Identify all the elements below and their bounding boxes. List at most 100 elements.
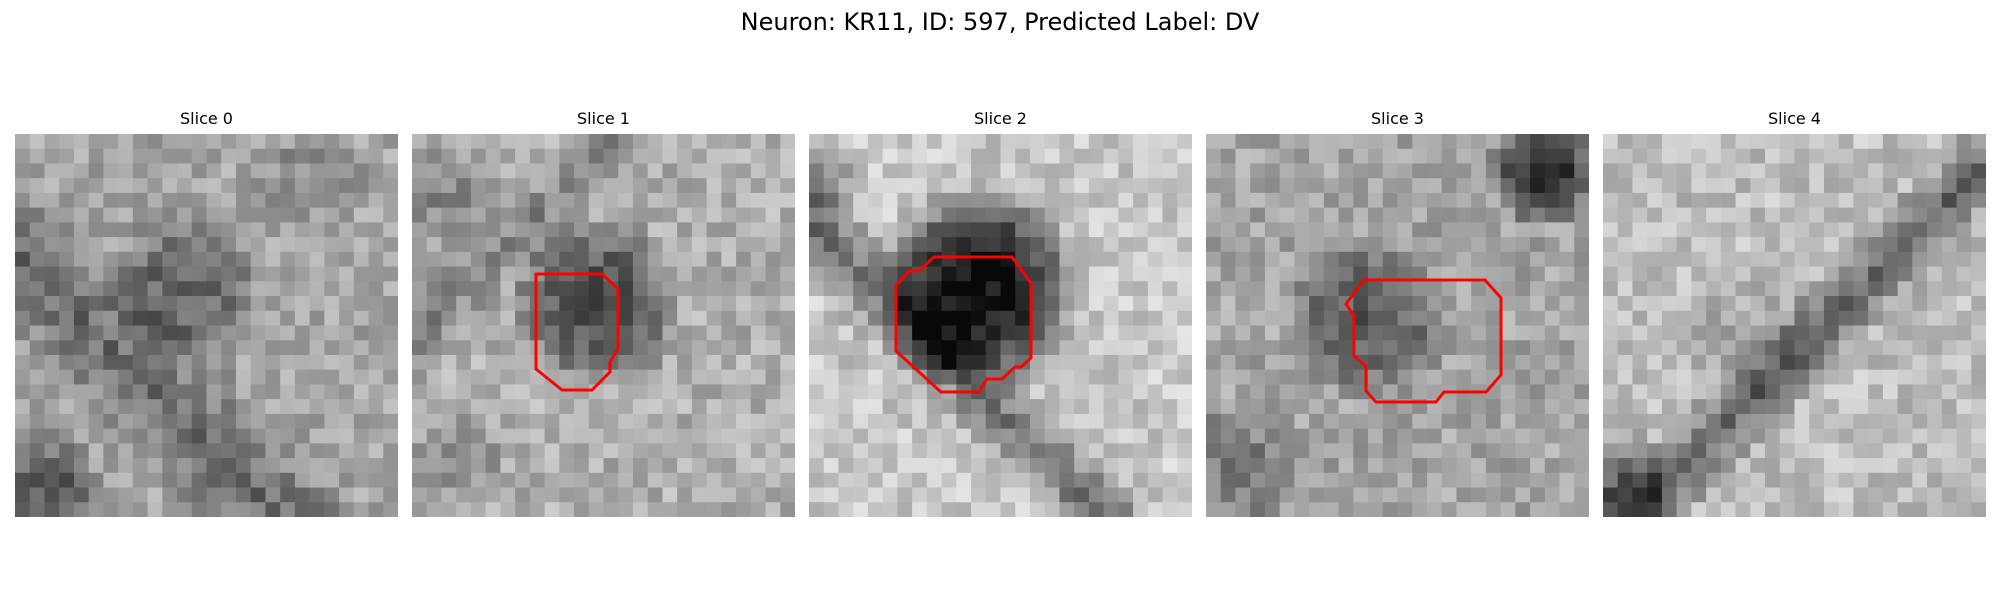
pixel xyxy=(1015,134,1031,150)
pixel xyxy=(206,237,222,253)
pixel xyxy=(1368,207,1384,223)
pixel xyxy=(294,443,311,459)
pixel xyxy=(1088,222,1105,238)
pixel xyxy=(765,281,781,297)
pixel xyxy=(1133,428,1149,444)
pixel xyxy=(1720,237,1737,253)
pixel xyxy=(1250,369,1266,386)
pixel xyxy=(250,428,267,444)
pixel xyxy=(1162,207,1178,223)
pixel xyxy=(59,502,75,517)
pixel xyxy=(324,207,340,223)
pixel xyxy=(1029,310,1046,327)
pixel xyxy=(1868,502,1884,517)
pixel xyxy=(632,222,649,238)
pixel xyxy=(500,325,516,341)
pixel xyxy=(1853,192,1869,209)
pixel xyxy=(618,384,634,400)
pixel xyxy=(1706,251,1722,268)
pixel xyxy=(456,384,472,400)
pixel xyxy=(1206,310,1222,327)
pixel xyxy=(574,384,590,400)
pixel xyxy=(1530,502,1546,517)
pixel xyxy=(177,178,193,194)
pixel xyxy=(1603,296,1619,312)
pixel xyxy=(1647,413,1663,430)
pixel xyxy=(132,399,149,415)
pixel xyxy=(1485,163,1502,179)
pixel xyxy=(1544,413,1561,430)
pixel xyxy=(1500,163,1516,179)
pixel xyxy=(1426,340,1443,356)
pixel xyxy=(339,266,355,282)
pixel xyxy=(235,163,252,179)
pixel xyxy=(867,443,884,459)
pixel xyxy=(632,281,649,297)
pixel xyxy=(1220,237,1237,253)
pixel xyxy=(412,222,428,238)
pixel xyxy=(103,413,119,430)
pixel xyxy=(1647,134,1663,150)
pixel xyxy=(1103,325,1119,341)
pixel xyxy=(1559,222,1575,238)
pixel xyxy=(1162,428,1178,444)
pixel xyxy=(1941,281,1958,297)
pixel xyxy=(1162,222,1178,238)
pixel xyxy=(221,134,237,150)
pixel xyxy=(177,163,193,179)
pixel xyxy=(294,207,311,223)
pixel xyxy=(1927,413,1943,430)
slice-image-0 xyxy=(15,134,398,517)
pixel xyxy=(838,413,854,430)
pixel xyxy=(1500,266,1516,282)
pixel xyxy=(515,428,531,444)
pixel xyxy=(59,325,75,341)
pixel xyxy=(265,310,281,327)
pixel xyxy=(971,413,987,430)
pixel xyxy=(1015,413,1031,430)
pixel xyxy=(1471,443,1487,459)
pixel xyxy=(441,413,457,430)
pixel xyxy=(1338,502,1354,517)
pixel xyxy=(1853,310,1869,327)
pixel xyxy=(1853,296,1869,312)
pixel xyxy=(1044,369,1061,386)
pixel xyxy=(882,502,898,517)
pixel xyxy=(1338,354,1354,371)
pixel xyxy=(1676,296,1692,312)
pixel xyxy=(1426,134,1443,150)
pixel xyxy=(1059,458,1075,474)
pixel xyxy=(1779,148,1796,165)
pixel xyxy=(235,428,252,444)
pixel xyxy=(706,502,722,517)
pixel xyxy=(897,148,913,165)
pixel xyxy=(1441,222,1458,238)
pixel xyxy=(1779,458,1796,474)
pixel xyxy=(235,207,252,223)
pixel xyxy=(956,399,972,415)
pixel xyxy=(1088,310,1105,327)
pixel xyxy=(73,134,90,150)
pixel xyxy=(73,148,90,165)
pixel xyxy=(1720,163,1737,179)
pixel xyxy=(1118,134,1134,150)
pixel xyxy=(1691,502,1707,517)
pixel xyxy=(809,207,825,223)
pixel xyxy=(1530,192,1546,209)
pixel xyxy=(500,428,516,444)
pixel xyxy=(1471,148,1487,165)
pixel xyxy=(1059,340,1075,356)
pixel xyxy=(59,251,75,268)
pixel xyxy=(1368,281,1384,297)
pixel xyxy=(1661,296,1678,312)
pixel xyxy=(971,192,987,209)
pixel xyxy=(618,163,634,179)
pixel xyxy=(1544,369,1561,386)
pixel xyxy=(750,192,767,209)
pixel xyxy=(191,443,208,459)
pixel xyxy=(250,222,267,238)
pixel xyxy=(1235,296,1251,312)
pixel xyxy=(721,458,737,474)
pixel xyxy=(1294,472,1310,489)
pixel xyxy=(750,163,767,179)
